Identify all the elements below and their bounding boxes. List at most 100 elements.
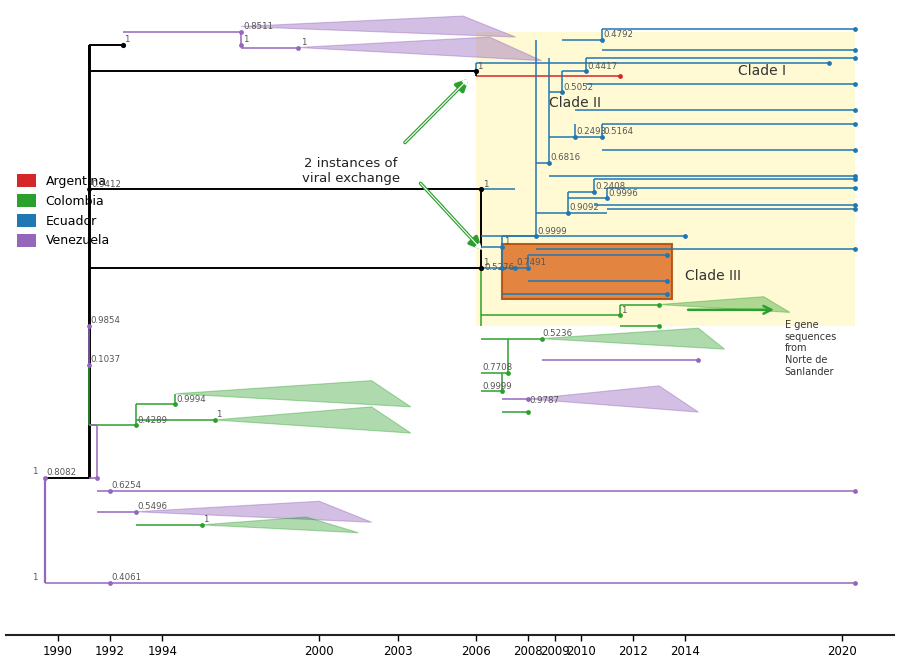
Polygon shape [659, 297, 790, 313]
Text: 1: 1 [482, 258, 488, 268]
Point [652, 299, 666, 310]
Text: 0.9994: 0.9994 [176, 394, 206, 404]
Polygon shape [136, 501, 372, 523]
Text: 0.9999: 0.9999 [537, 227, 567, 236]
Text: 0.9999: 0.9999 [482, 382, 512, 390]
Point [208, 414, 222, 425]
Text: 0.5164: 0.5164 [603, 127, 633, 136]
Text: 0.8511: 0.8511 [244, 23, 274, 31]
Text: 0.2493: 0.2493 [577, 127, 607, 136]
Point [691, 355, 706, 365]
Text: 1: 1 [482, 180, 488, 189]
Point [848, 105, 862, 116]
Text: 0.4792: 0.4792 [603, 30, 633, 39]
Point [521, 394, 535, 404]
Point [292, 42, 306, 53]
Polygon shape [202, 517, 358, 533]
Point [848, 485, 862, 496]
Point [82, 184, 96, 195]
Point [848, 79, 862, 90]
Point [129, 507, 143, 517]
Text: Clade III: Clade III [685, 269, 742, 283]
Text: E gene
sequences
from
Norte de
Sanlander: E gene sequences from Norte de Sanlander [785, 320, 837, 376]
Text: 0.8082: 0.8082 [46, 468, 76, 477]
Point [848, 52, 862, 63]
Point [848, 173, 862, 184]
Point [613, 309, 627, 320]
Text: 1: 1 [478, 62, 483, 70]
Point [822, 58, 836, 68]
Point [168, 399, 183, 410]
Point [594, 131, 608, 142]
Text: 0.9996: 0.9996 [608, 189, 638, 198]
Point [82, 360, 96, 371]
Polygon shape [241, 16, 516, 37]
Point [660, 250, 674, 260]
Text: 0.6254: 0.6254 [112, 481, 141, 490]
Point [561, 207, 575, 218]
Text: 1: 1 [244, 35, 249, 44]
Text: 1: 1 [32, 573, 37, 582]
Point [848, 577, 862, 588]
Point [848, 145, 862, 155]
Text: 0.5276: 0.5276 [484, 263, 514, 272]
Point [660, 276, 674, 286]
Polygon shape [299, 37, 542, 60]
Point [194, 519, 209, 530]
Point [848, 183, 862, 193]
Text: 0.4417: 0.4417 [588, 62, 617, 70]
Legend: Argentina, Colombia, Ecuador, Venezuela: Argentina, Colombia, Ecuador, Venezuela [12, 169, 115, 252]
Text: 0.5052: 0.5052 [563, 82, 594, 92]
Point [529, 231, 544, 242]
Point [495, 242, 509, 252]
Point [234, 40, 248, 50]
Polygon shape [215, 407, 410, 433]
Point [848, 118, 862, 129]
Text: 0.5236: 0.5236 [543, 329, 573, 338]
Text: 1: 1 [301, 38, 307, 47]
Text: 1: 1 [124, 35, 130, 44]
Point [568, 131, 582, 142]
Point [599, 193, 614, 204]
Point [234, 27, 248, 37]
Point [521, 262, 535, 273]
Text: 1: 1 [202, 515, 209, 525]
Polygon shape [542, 328, 724, 349]
FancyBboxPatch shape [502, 244, 672, 299]
Text: 2 instances of
viral exchange: 2 instances of viral exchange [302, 157, 400, 185]
Point [38, 472, 52, 483]
Point [116, 40, 130, 50]
Polygon shape [176, 380, 410, 407]
FancyBboxPatch shape [476, 32, 855, 325]
Point [587, 187, 601, 197]
Text: 1: 1 [216, 410, 221, 420]
Text: 1: 1 [32, 467, 37, 476]
Point [579, 66, 593, 76]
Point [103, 577, 117, 588]
Point [521, 407, 535, 418]
Text: 0.9412: 0.9412 [92, 180, 122, 189]
Point [495, 386, 509, 396]
Point [660, 289, 674, 299]
Text: 0.4061: 0.4061 [112, 573, 141, 582]
Text: Clade I: Clade I [738, 64, 786, 78]
Point [848, 244, 862, 255]
Point [848, 24, 862, 35]
Point [678, 231, 692, 242]
Text: 0.5496: 0.5496 [138, 502, 167, 511]
Text: 0.7491: 0.7491 [517, 258, 546, 268]
Point [594, 35, 608, 45]
Point [848, 200, 862, 210]
Text: 0.6816: 0.6816 [551, 153, 580, 163]
Point [652, 320, 666, 331]
Point [129, 420, 143, 430]
Point [500, 367, 515, 378]
Point [474, 184, 489, 195]
Point [535, 333, 549, 344]
Text: 0.9787: 0.9787 [530, 396, 560, 405]
Point [82, 320, 96, 331]
Point [848, 203, 862, 214]
Point [103, 485, 117, 496]
Point [613, 71, 627, 82]
Point [542, 157, 556, 168]
